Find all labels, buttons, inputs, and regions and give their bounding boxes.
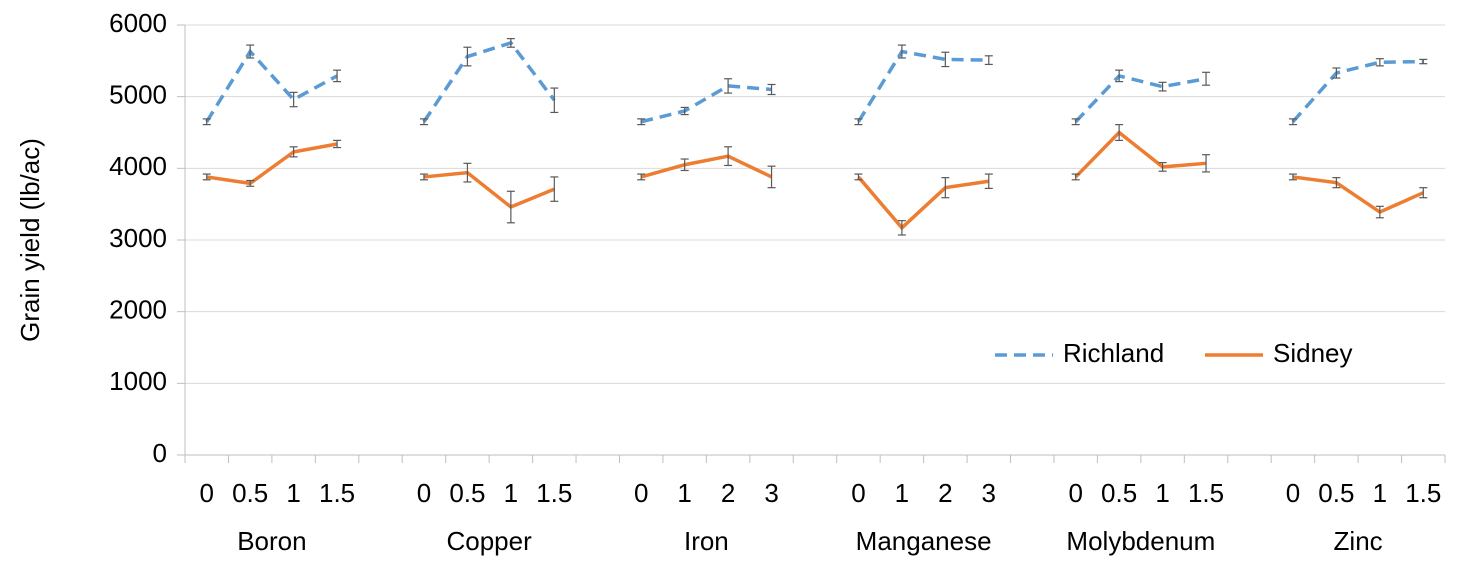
- error-bar: [767, 165, 776, 189]
- error-bar: [506, 38, 515, 48]
- x-tick-label: 1.5: [319, 478, 355, 508]
- error-bar: [289, 91, 298, 108]
- y-tick-label: 0: [153, 438, 167, 468]
- x-tick-label: 1.5: [1405, 478, 1441, 508]
- error-bar: [1071, 173, 1080, 181]
- series-line: [206, 130, 1424, 231]
- error-bar: [1332, 177, 1341, 189]
- x-tick-label: 0: [199, 478, 213, 508]
- error-bar: [463, 162, 472, 183]
- error-bar: [550, 176, 559, 202]
- legend-label: Richland: [1063, 338, 1164, 368]
- error-bar: [1288, 118, 1297, 126]
- error-bar: [202, 118, 211, 126]
- error-bar: [333, 69, 342, 83]
- y-tick-label: 3000: [109, 223, 167, 253]
- x-tick-label: 1: [504, 478, 518, 508]
- error-bar: [289, 146, 298, 158]
- error-bar: [1158, 162, 1167, 172]
- error-bar: [1071, 118, 1080, 126]
- error-bar: [854, 173, 863, 181]
- x-tick-label: 1: [1155, 478, 1169, 508]
- error-bar: [941, 177, 950, 199]
- error-bar: [1115, 69, 1124, 83]
- error-bar: [637, 173, 646, 181]
- y-tick-label: 6000: [109, 8, 167, 38]
- x-tick-label: 1.5: [1188, 478, 1224, 508]
- x-tick-label: 2: [721, 478, 735, 508]
- error-bar: [1332, 67, 1341, 79]
- x-tick-label: 1: [1373, 478, 1387, 508]
- x-tick-label: 0.5: [232, 478, 268, 508]
- y-tick-label: 4000: [109, 151, 167, 181]
- group-label: Copper: [446, 526, 532, 556]
- x-tick-label: 2: [938, 478, 952, 508]
- group-label: Molybdenum: [1066, 526, 1215, 556]
- series-line: [205, 40, 1424, 124]
- error-bar: [246, 44, 255, 59]
- y-tick-label: 2000: [109, 295, 167, 325]
- error-bar: [637, 118, 646, 126]
- error-bar: [1375, 205, 1384, 219]
- error-bar: [680, 106, 689, 116]
- legend-label: Sidney: [1273, 338, 1353, 368]
- error-bar: [1419, 58, 1428, 65]
- error-bar: [246, 179, 255, 187]
- error-bar: [1115, 124, 1124, 141]
- error-bar: [724, 146, 733, 167]
- x-tick-label: 0.5: [1318, 478, 1354, 508]
- error-bar: [1375, 58, 1384, 67]
- error-bar: [897, 44, 906, 59]
- error-bar: [202, 173, 211, 181]
- error-bar: [550, 87, 559, 114]
- error-bar: [419, 173, 428, 181]
- error-bar: [941, 51, 950, 68]
- y-tick-label: 5000: [109, 80, 167, 110]
- group-label: Boron: [237, 526, 306, 556]
- y-tick-label: 1000: [109, 366, 167, 396]
- x-tick-label: 1: [286, 478, 300, 508]
- error-bar: [333, 139, 342, 149]
- error-bar: [506, 190, 515, 224]
- error-bar: [854, 118, 863, 126]
- error-bar: [1419, 187, 1428, 199]
- error-bar: [984, 55, 993, 66]
- error-bar: [1202, 71, 1211, 86]
- y-axis-label: Grain yield (lb/ac): [15, 138, 45, 342]
- x-tick-label: 3: [982, 478, 996, 508]
- x-tick-label: 3: [764, 478, 778, 508]
- x-tick-label: 0.5: [1101, 478, 1137, 508]
- x-tick-label: 0: [417, 478, 431, 508]
- x-tick-label: 0.5: [449, 478, 485, 508]
- x-tick-label: 1.5: [536, 478, 572, 508]
- group-label: Iron: [684, 526, 729, 556]
- x-tick-label: 0: [634, 478, 648, 508]
- error-bar: [419, 118, 428, 126]
- error-bar: [1158, 81, 1167, 92]
- x-tick-label: 1: [895, 478, 909, 508]
- x-tick-label: 0: [851, 478, 865, 508]
- error-bar: [1288, 173, 1297, 181]
- group-label: Zinc: [1334, 526, 1383, 556]
- error-bar: [724, 78, 733, 94]
- error-bar: [1202, 154, 1211, 173]
- error-bar: [984, 173, 993, 189]
- x-tick-label: 1: [677, 478, 691, 508]
- x-tick-label: 0: [1068, 478, 1082, 508]
- error-bar: [897, 220, 906, 236]
- error-bar: [680, 158, 689, 172]
- error-bar: [767, 83, 776, 96]
- x-tick-label: 0: [1286, 478, 1300, 508]
- group-label: Manganese: [856, 526, 992, 556]
- error-bar: [463, 46, 472, 67]
